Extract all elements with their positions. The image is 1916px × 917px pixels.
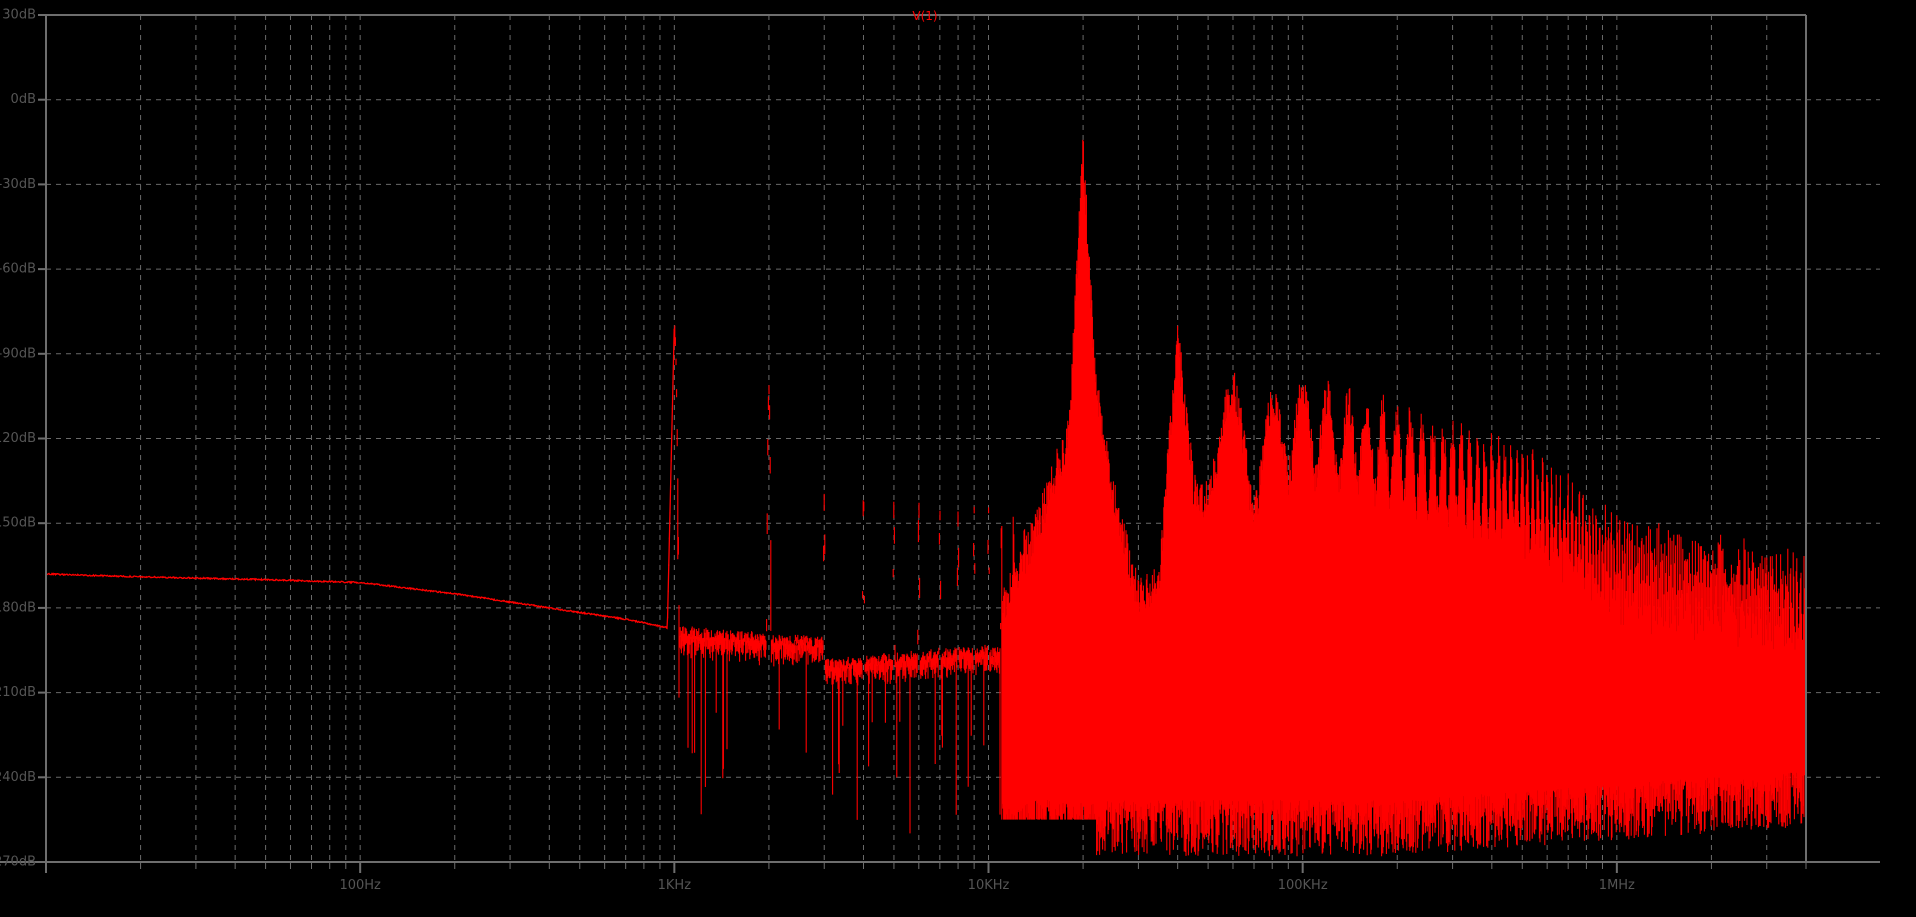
label-layer: 30dB 0dB -30dB -60dB -90dB -120dB -150dB -180dB… <box>0 8 1635 893</box>
x-axis-tick-label: 100Hz <box>339 878 381 893</box>
y-axis-tick-label: -150dB <box>0 516 36 531</box>
x-axis-tick-label: 1KHz <box>658 878 692 893</box>
spectrum-columns <box>667 139 1807 857</box>
trace-spectrum-band <box>667 139 1807 857</box>
legend-label-v1[interactable]: V(1) <box>912 9 937 23</box>
y-axis-tick-label: -30dB <box>0 177 36 192</box>
trace-layer <box>45 139 1807 857</box>
x-axis-tick-label: 10KHz <box>968 878 1010 893</box>
y-axis-tick-label: 30dB <box>2 8 36 23</box>
y-axis-tick-label: -90dB <box>0 346 36 361</box>
y-axis-tick-label: -240dB <box>0 770 36 785</box>
y-axis-tick-label: -270dB <box>0 855 36 870</box>
y-axis-tick-label: -60dB <box>0 262 36 277</box>
y-axis-tick-label: -120dB <box>0 431 36 446</box>
y-axis-tick-label: -210dB <box>0 685 36 700</box>
y-axis-tick-label: -180dB <box>0 600 36 615</box>
trace-low-frequency <box>45 328 675 630</box>
x-axis-tick-label: 1MHz <box>1599 878 1635 893</box>
y-axis-tick-label: 0dB <box>11 92 36 107</box>
x-axis-tick-label: 100KHz <box>1278 878 1328 893</box>
axis-layer <box>0 14 1880 873</box>
